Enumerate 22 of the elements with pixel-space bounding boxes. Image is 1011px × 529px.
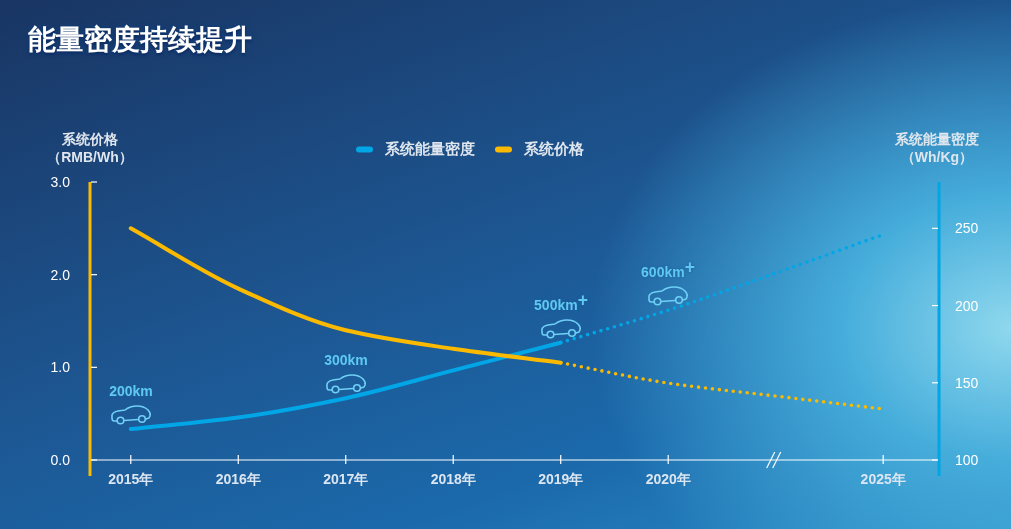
x-tick-label: 2018年 — [430, 470, 476, 488]
x-tick-label: 2016年 — [215, 470, 261, 488]
y-tick-label: 1.0 — [50, 359, 70, 376]
annotation: 300km — [324, 351, 368, 369]
y2-axis-title: 系统能量密度（Wh/Kg） — [894, 131, 980, 166]
x-tick-label: 2025年 — [860, 470, 906, 488]
legend-label: 系统价格 — [524, 140, 584, 158]
y-axis-title: 系统价格（RMB/Wh） — [46, 131, 134, 166]
x-tick-label: 2020年 — [645, 470, 691, 488]
y-tick-label: 3.0 — [50, 173, 70, 191]
x-tick-label: 2015年 — [108, 470, 154, 488]
annotation: 200km — [109, 382, 153, 400]
y-tick-label: 2.0 — [50, 266, 70, 283]
y-tick-label: 0.0 — [50, 451, 70, 469]
chart-title: 能量密度持续提升 — [28, 23, 252, 57]
legend-label: 系统能量密度 — [385, 140, 475, 158]
y2-tick-label: 100 — [955, 451, 979, 469]
y2-tick-label: 150 — [955, 374, 979, 391]
x-tick-label: 2019年 — [538, 470, 584, 488]
y2-tick-label: 200 — [955, 297, 979, 314]
y2-tick-label: 250 — [955, 220, 979, 237]
x-tick-label: 2017年 — [323, 470, 369, 488]
